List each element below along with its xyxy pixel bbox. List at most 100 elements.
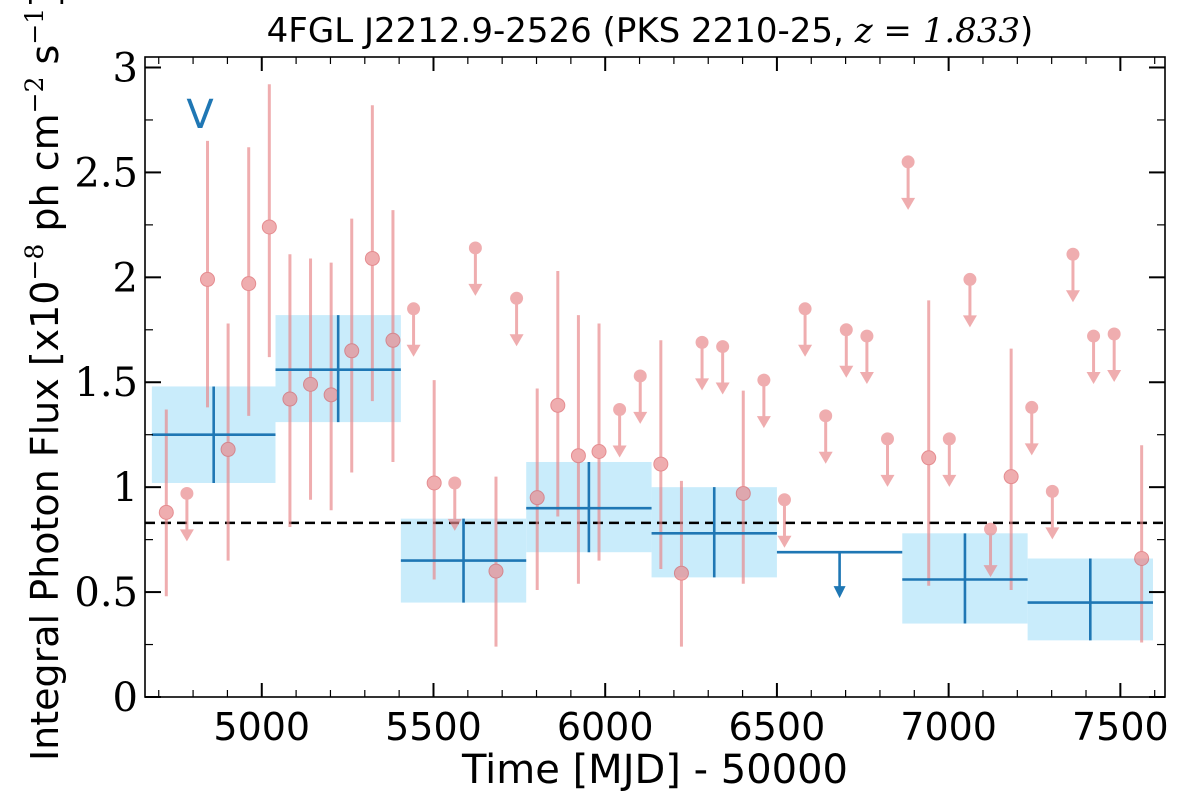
x-tick-label: 7000 [900,705,997,749]
axis-ticks: 5000 5500 6000 6500 7000 7500 0 0.5 1 1.5 2 2.5 3 [74,45,1168,749]
upper-limit-arrow [942,474,957,487]
upper-limit-arrow [880,474,895,487]
short-bin-14 [447,476,462,531]
short-bin-20 [570,315,586,584]
upper-limit-point [984,522,998,536]
short-bin-1 [179,486,194,542]
upper-limit-point [942,432,956,446]
upper-limit-arrow [756,416,771,429]
upper-limit-arrow [695,378,710,391]
y-label-close: ] [23,0,67,8]
upper-limit-point [798,302,812,316]
x-tick-label: 5000 [213,705,310,749]
data-point [261,219,277,235]
upper-limit-point [1107,327,1121,341]
upper-limit-point [757,373,771,387]
short-bin-33 [839,323,854,378]
short-bin-32 [818,409,833,464]
data-point [241,276,257,292]
data-point [735,485,751,501]
data-point [282,391,298,407]
upper-limit-point [510,291,524,305]
short-bin-6 [282,254,298,528]
long-bin-ul-arrow [833,586,846,599]
data-point [921,450,937,466]
data-point [385,332,401,348]
short-bin-17 [509,291,524,347]
chart-title-close: ) [1020,11,1033,51]
chart-title-z: z = 1.833 [854,11,1020,51]
upper-limit-point [468,241,482,255]
y-label-mid: ph cm [23,113,67,243]
upper-limit-arrow [612,445,627,458]
short-bin-0 [158,409,174,597]
short-bin-45 [1086,329,1101,385]
data-point [529,490,545,506]
upper-limit-arrow [818,451,833,464]
upper-limit-point [407,302,421,316]
short-bin-10 [364,105,380,402]
upper-limit-arrow [406,344,421,357]
upper-limit-arrow [983,565,998,578]
data-point [591,443,607,459]
short-bin-11 [385,210,401,462]
short-bin-18 [529,388,545,590]
upper-limit-arrow [633,411,648,424]
upper-limit-point [448,476,462,490]
upper-limit-point [1066,247,1080,261]
y-label-s: s [23,45,67,77]
short-bin-39 [962,272,977,328]
short-bin-38 [942,432,957,487]
short-bin-25 [673,480,689,647]
long-bin-2 [400,518,527,603]
annotation-v: V [186,92,214,138]
upper-limit-point [180,486,194,500]
upper-limit-arrow [962,315,977,328]
upper-limit-point [881,432,895,446]
upper-limit-arrow [1065,290,1080,303]
y-label-main: Integral Photon Flux [x10 [23,281,67,762]
upper-limit-arrow [715,382,730,395]
upper-limit-point [1087,329,1101,343]
short-bin-21 [591,323,607,561]
upper-limit-arrow [447,518,462,531]
y-tick-label: 2.5 [74,150,138,196]
short-bin-28 [735,390,751,584]
upper-limit-arrow [839,365,854,378]
y-tick-label: 3 [113,45,138,91]
data-point [303,376,319,392]
upper-limit-arrow [468,283,483,296]
upper-limit-point [839,323,853,337]
short-bin-43 [1045,484,1060,540]
x-axis-label: Time [MJD] - 50000 [461,747,848,793]
upper-limit-point [901,155,915,169]
short-bin-47 [1134,445,1150,643]
upper-limit-arrow [1045,527,1060,540]
y-tick-label: 2 [113,255,138,301]
data-point [488,563,504,579]
upper-limit-point [963,272,977,286]
plot-frame [144,56,1166,698]
short-bin-46 [1107,327,1122,382]
data-point [344,343,360,359]
long-bin-5 [776,550,903,599]
short-bin-4 [241,147,257,416]
upper-limit-point [633,369,647,383]
upper-limit-arrow [901,197,916,210]
y-tick-label: 0.5 [74,570,138,616]
upper-limit-point [1025,400,1039,414]
short-bin-13 [426,380,442,580]
short-bin-3 [220,323,236,561]
short-bin-41 [1003,348,1019,590]
data-point [220,441,236,457]
data-point [673,565,689,581]
short-bin-2 [200,140,216,408]
short-bin-30 [777,493,792,548]
y-label-exp1: −8 [20,244,49,281]
short-bin-8 [323,262,339,511]
upper-limit-arrow [179,529,194,542]
short-bin-44 [1065,247,1080,303]
long-bin-4 [651,487,777,578]
short-bin-34 [859,329,874,385]
